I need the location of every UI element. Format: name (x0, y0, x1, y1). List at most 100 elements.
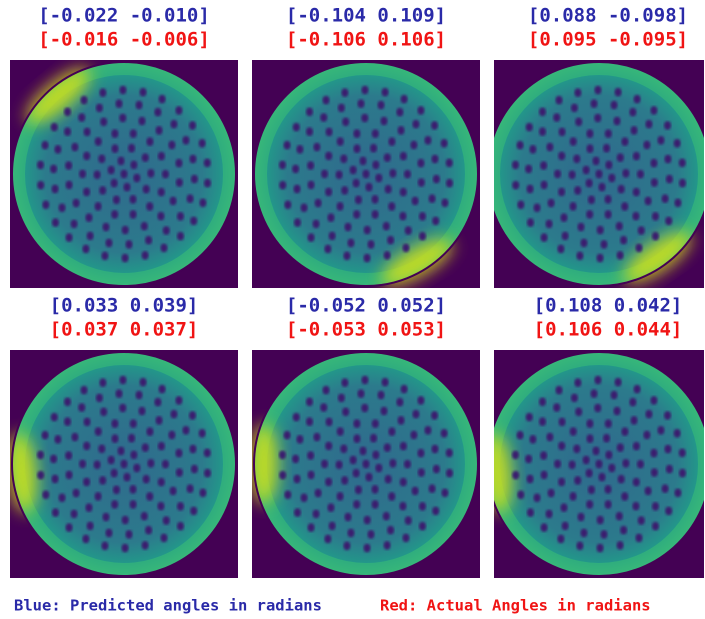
spot (279, 161, 286, 170)
spot (610, 101, 617, 110)
spot (405, 226, 412, 235)
spot (574, 186, 581, 195)
spot (527, 508, 534, 517)
spot (605, 419, 612, 428)
spot (664, 121, 671, 130)
spot (117, 446, 124, 455)
actual-label: [0.095 -0.095] (528, 29, 688, 51)
spot (353, 179, 360, 188)
spot (111, 179, 118, 188)
spot (321, 170, 328, 179)
heatmap-image (5, 350, 238, 578)
spot (558, 127, 565, 136)
spot (562, 522, 569, 531)
spot (87, 522, 94, 531)
spot (574, 476, 581, 485)
spot (142, 541, 149, 550)
spot (608, 464, 615, 473)
spot (363, 254, 370, 263)
spot (95, 427, 102, 436)
spot (664, 155, 671, 164)
spot (325, 417, 332, 426)
spot (108, 456, 115, 465)
spot (155, 416, 162, 425)
spot (384, 443, 391, 452)
spot (384, 541, 391, 550)
spot (320, 113, 327, 122)
spot (396, 398, 403, 407)
spot (307, 451, 314, 460)
actual-label: [0.037 0.037] (50, 319, 199, 341)
spot (399, 212, 406, 221)
spot (168, 431, 175, 440)
spot (638, 516, 645, 525)
spot (575, 117, 582, 126)
spot (292, 165, 299, 174)
spot (575, 407, 582, 416)
spot (525, 165, 532, 174)
spot (372, 129, 379, 138)
spot (65, 471, 72, 480)
spot (362, 460, 369, 469)
spot (405, 516, 412, 525)
figure: Blue: Predicted angles in radians Red: A… (0, 0, 705, 619)
spot (613, 407, 620, 416)
spot (115, 99, 122, 108)
spot (674, 198, 681, 207)
spot (139, 378, 146, 387)
spot (329, 232, 336, 241)
spot (170, 120, 177, 129)
spot (306, 107, 313, 116)
spot (580, 529, 587, 538)
spot (404, 460, 411, 469)
spot (372, 210, 379, 219)
spot (629, 108, 636, 117)
spot (600, 530, 607, 539)
spot (371, 485, 378, 494)
heatmap-image (480, 350, 705, 578)
spot (177, 232, 184, 241)
spot (322, 96, 329, 105)
spot (603, 144, 610, 153)
spot (113, 485, 120, 494)
spot (186, 484, 193, 493)
spot (138, 117, 145, 126)
spot (300, 493, 307, 502)
spot (294, 218, 301, 227)
spot (361, 404, 368, 413)
spot (367, 530, 374, 539)
spot (65, 451, 72, 460)
spot (50, 455, 57, 464)
actual-label: [-0.016 -0.006] (38, 29, 210, 51)
spot (340, 154, 347, 163)
spot (321, 460, 328, 469)
spot (120, 460, 127, 469)
spot (145, 236, 152, 245)
spot (70, 219, 77, 228)
spot (562, 232, 569, 241)
spot (119, 404, 126, 413)
spot (83, 442, 90, 451)
spot (604, 485, 611, 494)
spot (128, 434, 135, 443)
spot (294, 508, 301, 517)
spot (361, 86, 368, 95)
spot (441, 198, 448, 207)
spot (380, 407, 387, 416)
spot (411, 197, 418, 206)
spot (163, 516, 170, 525)
spot (618, 185, 625, 194)
spot (119, 376, 126, 385)
spot (613, 117, 620, 126)
spot (154, 108, 161, 117)
spot (617, 153, 624, 162)
spot (633, 442, 640, 451)
spot (622, 459, 629, 468)
spot (191, 465, 198, 474)
spot (168, 141, 175, 150)
spot (169, 197, 176, 206)
spot (186, 194, 193, 203)
spot (51, 123, 58, 132)
spot (177, 522, 184, 531)
spot (102, 223, 109, 232)
